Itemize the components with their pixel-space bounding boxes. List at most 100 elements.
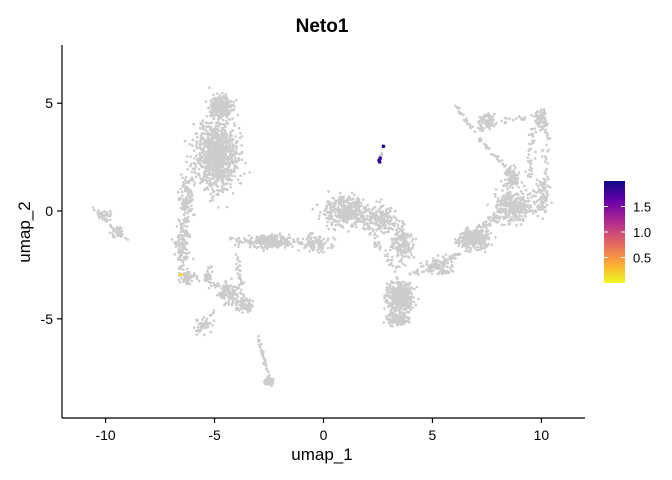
cell-point — [203, 188, 206, 192]
cell-point — [183, 178, 187, 182]
cell-point — [504, 208, 508, 211]
cell-point — [466, 238, 470, 241]
cell-point — [328, 206, 332, 210]
cell-point — [531, 209, 535, 213]
cell-point — [191, 138, 195, 142]
cell-point — [530, 159, 533, 162]
cell-point — [544, 198, 548, 201]
cell-point — [529, 165, 532, 168]
cell-point — [208, 145, 212, 148]
cell-point — [379, 221, 382, 225]
cell-point — [514, 166, 517, 170]
cell-point — [216, 154, 219, 157]
cell-point — [224, 280, 227, 283]
cell-point — [96, 213, 100, 216]
cell-point — [269, 242, 272, 245]
cell-point — [395, 228, 398, 232]
cell-point — [523, 208, 526, 211]
cell-point — [511, 203, 514, 206]
cell-point — [410, 254, 413, 257]
cell-point — [177, 251, 180, 254]
cell-point — [209, 165, 213, 168]
cell-point — [460, 236, 463, 239]
cell-point — [270, 239, 273, 242]
cell-point — [403, 234, 406, 238]
cell-point — [200, 136, 204, 140]
cell-point — [401, 303, 404, 306]
cell-point — [201, 126, 205, 129]
cell-point — [494, 236, 497, 239]
cell-point — [399, 283, 403, 287]
cell-point — [397, 265, 401, 268]
cell-point — [214, 181, 218, 184]
cell-point — [507, 167, 511, 170]
cell-point — [179, 173, 183, 176]
cell-point — [222, 157, 226, 161]
cell-point — [308, 250, 312, 253]
cell-point — [316, 203, 319, 206]
cell-point — [311, 246, 315, 250]
cell-point — [462, 239, 466, 243]
cell-point — [238, 152, 241, 156]
cell-point — [541, 148, 545, 152]
cell-point — [198, 152, 201, 155]
cell-point — [197, 330, 201, 333]
cell-point — [396, 249, 400, 253]
cell-point — [325, 224, 329, 228]
cell-point — [230, 303, 234, 307]
cell-point — [238, 264, 242, 268]
cell-point — [409, 308, 413, 312]
cell-point — [515, 223, 518, 227]
cell-point — [402, 239, 406, 243]
cell-point — [400, 243, 403, 247]
cell-point — [222, 111, 225, 115]
cell-point — [341, 196, 344, 200]
cell-point — [225, 161, 229, 164]
cell-point — [535, 178, 539, 181]
cell-point — [510, 174, 513, 178]
cell-point — [391, 311, 394, 315]
cell-point — [335, 215, 339, 219]
cell-point — [211, 107, 215, 110]
cell-point — [387, 321, 391, 325]
cell-point — [197, 168, 201, 171]
cell-point — [274, 236, 278, 240]
cell-point — [220, 169, 224, 173]
cell-point — [206, 160, 210, 163]
cell-point — [485, 124, 488, 127]
cell-point — [386, 219, 389, 223]
cell-point — [210, 270, 214, 274]
cell-point — [377, 208, 381, 211]
cell-point — [409, 233, 413, 236]
cell-point — [219, 143, 223, 147]
cell-point — [230, 154, 233, 158]
cell-point — [492, 216, 496, 220]
cell-point — [382, 219, 385, 223]
cell-point — [201, 318, 204, 322]
cell-point — [481, 233, 484, 237]
cell-point — [196, 142, 199, 146]
cell-point — [233, 122, 236, 125]
cell-point — [181, 201, 184, 205]
cell-point — [209, 322, 212, 325]
cell-point — [218, 94, 222, 97]
cell-point — [234, 156, 237, 160]
cell-point — [511, 186, 515, 189]
cell-point — [355, 219, 358, 223]
cell-point — [522, 116, 525, 120]
cell-point — [264, 244, 267, 247]
cell-point — [541, 217, 544, 220]
cell-point — [281, 235, 284, 239]
cell-point — [414, 237, 418, 241]
cell-point — [505, 184, 509, 188]
cell-point — [533, 202, 537, 206]
cell-point — [396, 233, 400, 237]
cell-point — [215, 113, 218, 117]
cell-point — [400, 316, 404, 320]
cell-point — [185, 274, 188, 278]
cell-point — [265, 367, 269, 370]
cell-point — [187, 251, 191, 254]
cell-point — [215, 294, 219, 297]
cell-point — [221, 181, 225, 184]
